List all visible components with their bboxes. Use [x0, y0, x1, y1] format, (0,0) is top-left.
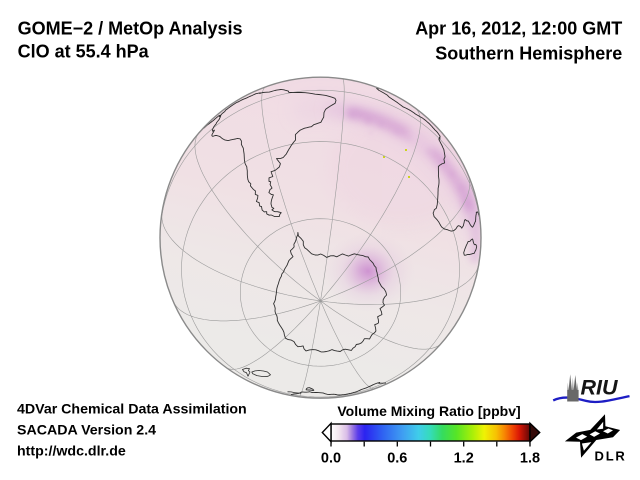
svg-text:Southern Hemisphere: Southern Hemisphere — [435, 43, 622, 63]
svg-text:GOME−2 / MetOp Analysis: GOME−2 / MetOp Analysis — [18, 18, 243, 38]
svg-text:RIU: RIU — [581, 376, 619, 400]
svg-text:1.2: 1.2 — [454, 451, 474, 467]
svg-text:ClO at 55.4 hPa: ClO at 55.4 hPa — [18, 42, 150, 62]
svg-text:SACADA Version 2.4: SACADA Version 2.4 — [17, 422, 156, 438]
svg-text:0.6: 0.6 — [387, 451, 407, 467]
svg-text:http://wdc.dlr.de: http://wdc.dlr.de — [17, 444, 126, 460]
svg-text:4DVar Chemical Data Assimilati: 4DVar Chemical Data Assimilation — [17, 402, 247, 418]
svg-text:0.0: 0.0 — [321, 451, 341, 467]
svg-text:Volume Mixing Ratio [ppbv]: Volume Mixing Ratio [ppbv] — [337, 403, 520, 419]
svg-text:1.8: 1.8 — [520, 451, 540, 467]
svg-text:DLR: DLR — [595, 449, 627, 464]
svg-text:Apr 16, 2012, 12:00 GMT: Apr 16, 2012, 12:00 GMT — [415, 18, 622, 38]
